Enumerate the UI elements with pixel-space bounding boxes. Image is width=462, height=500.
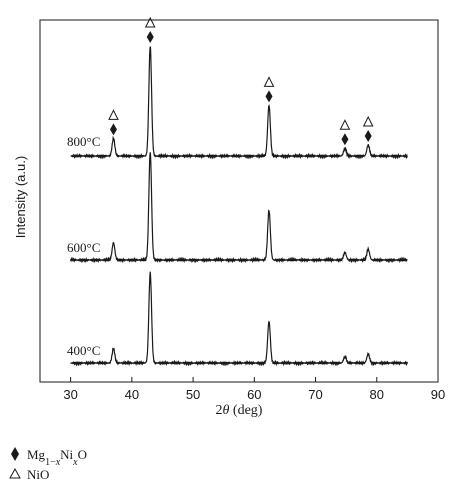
legend-triangle-icon (9, 467, 21, 479)
diamond-marker (265, 90, 273, 103)
legend-label-triangle: NiO (27, 467, 49, 482)
series-label-400C: 400°C (67, 343, 100, 358)
triangle-marker (144, 16, 156, 28)
legend-label-diamond: Mg1−xNixO (27, 447, 87, 468)
series-label-800C: 800°C (67, 134, 100, 149)
x-tick-label-40: 40 (125, 387, 139, 402)
x-tick-label-90: 90 (431, 387, 445, 402)
x-tick-label-70: 70 (308, 387, 322, 402)
x-axis-tick-labels: 30 40 50 60 70 80 90 (63, 387, 445, 402)
series-line-800C (70, 46, 408, 160)
plot-frame (39, 19, 439, 383)
diamond-marker (364, 130, 372, 142)
triangle-marker (362, 115, 374, 127)
peak-markers (108, 16, 374, 146)
triangle-marker (339, 119, 351, 130)
series-traces (70, 46, 408, 367)
x-axis-ticks (70, 377, 439, 382)
triangle-marker (263, 76, 275, 87)
legend-diamond-icon (11, 447, 19, 461)
series-line-600C (70, 152, 408, 264)
triangle-marker (108, 109, 119, 120)
diamond-marker (146, 31, 154, 43)
series-line-400C (70, 271, 408, 367)
x-tick-label-80: 80 (370, 387, 384, 402)
x-tick-label-50: 50 (186, 387, 200, 402)
x-tick-label-60: 60 (247, 387, 261, 402)
diamond-marker (341, 133, 349, 146)
series-labels: 800°C 600°C 400°C (67, 134, 100, 358)
diamond-marker (109, 123, 117, 136)
x-axis-label: 2θ (deg) (216, 403, 263, 418)
series-label-600C: 600°C (67, 240, 100, 255)
x-tick-label-30: 30 (63, 387, 77, 402)
y-axis-label: Intensity (a.u.) (13, 156, 28, 238)
